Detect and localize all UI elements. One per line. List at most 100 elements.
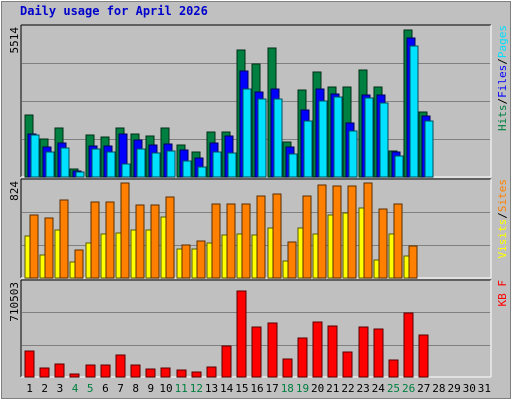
bar-sites-day-11 bbox=[181, 244, 191, 279]
bar-sites-day-2 bbox=[44, 217, 54, 279]
bar-sites-day-26 bbox=[408, 245, 418, 279]
legend-entry: KB F bbox=[496, 280, 509, 307]
bar-sites-day-1 bbox=[29, 214, 39, 279]
bar-sites-day-8 bbox=[135, 204, 145, 279]
bar-sites-day-24 bbox=[378, 208, 388, 279]
ymax-label: 710503 bbox=[8, 282, 21, 322]
bar-sites-day-22 bbox=[347, 185, 357, 279]
bar-pages-day-7 bbox=[121, 163, 131, 178]
bar-pages-day-9 bbox=[151, 152, 161, 178]
bar-kbytes-day-19 bbox=[297, 337, 308, 378]
x-tick-label-16: 16 bbox=[250, 382, 263, 395]
legend-entry: / bbox=[496, 98, 509, 105]
x-tick-label-5: 5 bbox=[87, 382, 94, 395]
bar-kbytes-day-1 bbox=[24, 350, 35, 378]
bar-kbytes-day-15 bbox=[236, 290, 247, 378]
bar-kbytes-day-11 bbox=[176, 369, 187, 378]
x-tick-label-10: 10 bbox=[159, 382, 172, 395]
legend-entry: / bbox=[496, 212, 509, 219]
legend-1: Visits/Sites bbox=[496, 179, 509, 259]
legend-entry: Pages bbox=[496, 25, 509, 58]
bar-kbytes-day-25 bbox=[388, 359, 399, 378]
x-tick-label-4: 4 bbox=[72, 382, 79, 395]
bar-kbytes-day-24 bbox=[373, 328, 384, 378]
bar-sites-day-13 bbox=[211, 203, 221, 279]
bar-pages-day-14 bbox=[227, 152, 237, 178]
legend-entry: / bbox=[496, 58, 509, 65]
bar-sites-day-25 bbox=[393, 203, 403, 279]
bar-kbytes-day-18 bbox=[282, 358, 293, 378]
x-tick-label-22: 22 bbox=[341, 382, 354, 395]
bar-sites-day-16 bbox=[256, 195, 266, 279]
bar-kbytes-day-17 bbox=[267, 322, 278, 378]
bar-pages-day-25 bbox=[394, 155, 404, 178]
bar-pages-day-24 bbox=[379, 102, 389, 178]
x-tick-label-29: 29 bbox=[447, 382, 460, 395]
bar-pages-day-11 bbox=[182, 160, 192, 178]
bar-kbytes-day-20 bbox=[312, 321, 323, 378]
bar-pages-day-13 bbox=[212, 151, 222, 178]
bar-kbytes-day-13 bbox=[206, 366, 217, 378]
x-tick-label-18: 18 bbox=[281, 382, 294, 395]
bar-sites-day-20 bbox=[317, 184, 327, 279]
bar-kbytes-day-9 bbox=[145, 368, 156, 378]
bar-kbytes-day-10 bbox=[160, 367, 171, 378]
bar-pages-day-18 bbox=[288, 153, 298, 178]
x-tick-label-31: 31 bbox=[478, 382, 491, 395]
bar-pages-day-4 bbox=[75, 171, 85, 178]
x-tick-label-14: 14 bbox=[220, 382, 234, 395]
bar-pages-day-20 bbox=[318, 100, 328, 178]
x-tick-label-13: 13 bbox=[205, 382, 218, 395]
bar-sites-day-21 bbox=[332, 185, 342, 279]
bar-pages-day-16 bbox=[257, 98, 267, 178]
bar-pages-day-23 bbox=[364, 97, 374, 178]
bar-pages-day-19 bbox=[303, 120, 313, 178]
x-tick-label-27: 27 bbox=[417, 382, 430, 395]
bar-sites-day-4 bbox=[74, 249, 84, 279]
bar-kbytes-day-4 bbox=[69, 373, 80, 378]
bar-sites-day-19 bbox=[302, 195, 312, 279]
x-tick-label-30: 30 bbox=[463, 382, 476, 395]
x-tick-label-6: 6 bbox=[102, 382, 109, 395]
bar-sites-day-3 bbox=[59, 199, 69, 279]
x-tick-label-23: 23 bbox=[357, 382, 370, 395]
bar-pages-day-27 bbox=[424, 120, 434, 178]
bar-pages-day-3 bbox=[60, 147, 70, 178]
x-tick-label-15: 15 bbox=[235, 382, 248, 395]
x-tick-label-1: 1 bbox=[26, 382, 33, 395]
bar-pages-day-26 bbox=[409, 45, 419, 178]
bar-pages-day-8 bbox=[136, 148, 146, 178]
x-tick-label-12: 12 bbox=[190, 382, 203, 395]
bar-kbytes-day-2 bbox=[39, 367, 50, 378]
x-tick-label-20: 20 bbox=[311, 382, 324, 395]
bar-kbytes-day-7 bbox=[115, 354, 126, 378]
x-tick-label-3: 3 bbox=[57, 382, 64, 395]
bar-sites-day-14 bbox=[226, 203, 236, 279]
bar-kbytes-day-3 bbox=[54, 363, 65, 378]
bar-sites-day-10 bbox=[165, 196, 175, 279]
bar-kbytes-day-27 bbox=[418, 334, 429, 378]
bar-sites-day-23 bbox=[363, 182, 373, 279]
bar-kbytes-day-14 bbox=[221, 345, 232, 378]
bar-sites-day-6 bbox=[105, 201, 115, 279]
bar-pages-day-21 bbox=[333, 96, 343, 178]
ymax-label: 5514 bbox=[8, 27, 21, 54]
bar-pages-day-5 bbox=[91, 148, 101, 178]
x-tick-label-28: 28 bbox=[432, 382, 445, 395]
x-tick-label-17: 17 bbox=[266, 382, 279, 395]
bar-sites-day-12 bbox=[196, 240, 206, 279]
legend-2: KB F bbox=[496, 280, 509, 307]
bar-kbytes-day-6 bbox=[100, 364, 111, 378]
chart-title: Daily usage for April 2026 bbox=[20, 4, 208, 18]
bar-sites-day-9 bbox=[150, 204, 160, 279]
bar-kbytes-day-23 bbox=[358, 326, 369, 378]
bar-kbytes-day-22 bbox=[342, 351, 353, 378]
bar-kbytes-day-16 bbox=[251, 326, 262, 378]
legend-entry: Files bbox=[496, 65, 509, 98]
x-tick-label-7: 7 bbox=[117, 382, 124, 395]
bar-kbytes-day-21 bbox=[327, 325, 338, 378]
x-tick-label-9: 9 bbox=[148, 382, 155, 395]
